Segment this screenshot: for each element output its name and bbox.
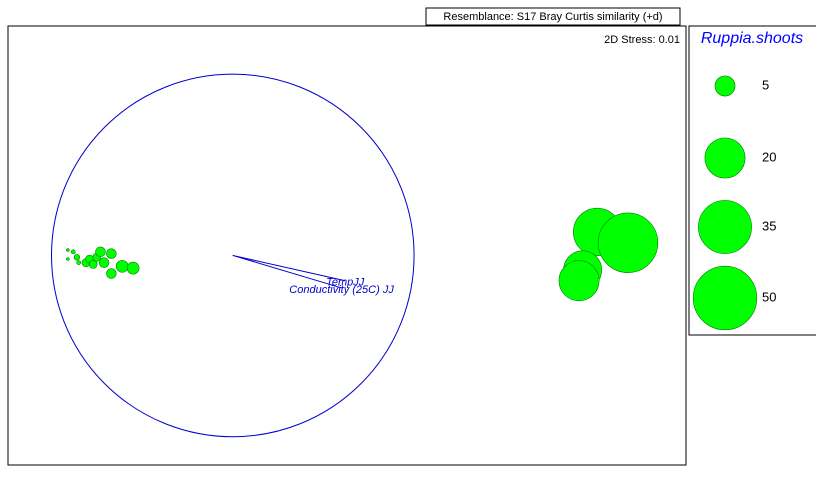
bubble [106,248,117,259]
bubble [106,268,117,279]
legend-box [688,25,816,336]
bubble [70,249,76,255]
bubble [98,257,110,268]
legend-bubble [692,265,758,331]
legend-label: 20 [762,149,776,164]
title-box [425,7,681,26]
correlation-circle [51,73,415,438]
vector-label: TempJJ [326,277,365,289]
bubble [66,257,70,261]
bubble [597,212,659,273]
legend-label: 50 [762,289,776,304]
bubble [88,260,98,269]
legend-label: 5 [762,77,769,92]
bubble [558,260,600,302]
vector [232,254,342,289]
bubble [126,261,140,275]
bubble [66,248,70,252]
bubble [73,254,81,261]
legend-title: Ruppia.shoots [701,30,803,47]
chart-title: Resemblance: S17 Bray Curtis similarity … [443,11,662,23]
bubble [95,246,106,258]
stress-annotation: 2D Stress: 0.01 [604,34,680,46]
vector-label: Conductivity (25C) JJ [289,284,394,296]
legend-bubble [704,137,746,179]
bubble [115,259,129,273]
legend-label: 35 [762,218,776,233]
vector [232,254,346,282]
legend-bubble [714,75,736,97]
plot-frame [7,25,687,466]
bubble [76,260,82,265]
legend-bubble [698,200,752,254]
